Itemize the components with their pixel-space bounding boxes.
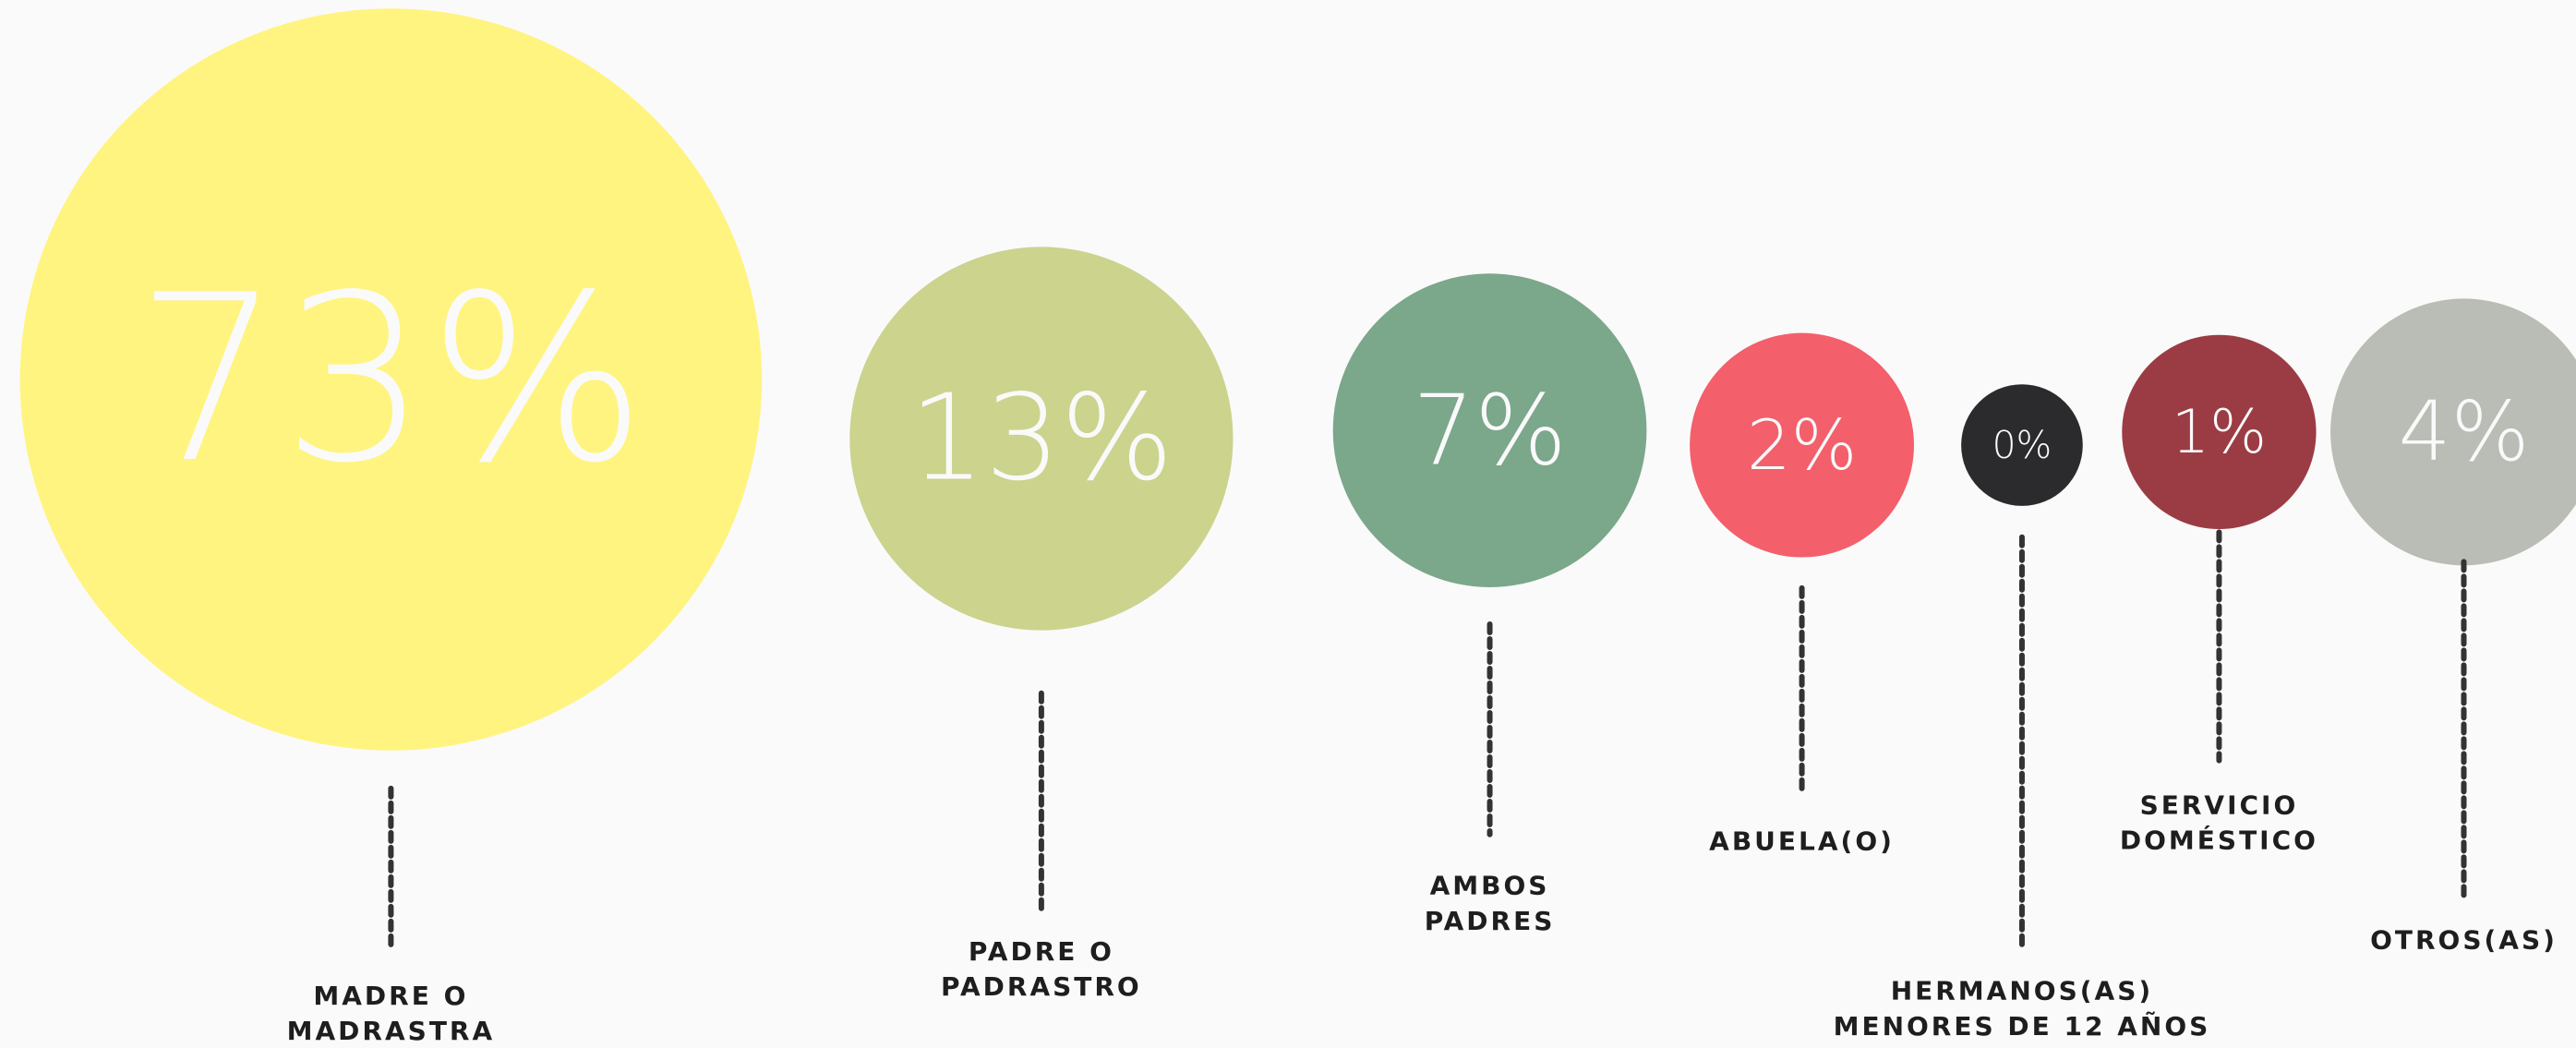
value-label: 73% [136,246,647,513]
bubble [1961,384,2083,506]
value-label: 7% [1413,374,1567,488]
category-label: MADRE O [313,981,468,1011]
bubble [1332,273,1647,587]
value-label: 4% [2398,384,2529,480]
category-label: OTROS(AS) [2370,924,2558,955]
bubble [2122,334,2317,530]
category-label: PADRES [1425,906,1556,936]
value-label: 0% [1992,423,2052,467]
bubble [19,8,763,751]
category-label: DOMÉSTICO [2120,825,2318,856]
bubble [1690,332,1914,558]
category-label: HERMANOS(AS) [1891,976,2154,1006]
bubble [2330,298,2576,566]
category-label: PADRASTRO [941,971,1142,1002]
category-label: AMBOS [1430,871,1550,901]
value-label: 13% [909,369,1174,507]
value-label: 1% [2172,397,2267,467]
category-label: SERVICIO [2140,789,2299,820]
category-label: PADRE O [969,936,1114,967]
bubble [849,247,1234,631]
category-label: MADRASTRA [287,1016,496,1046]
category-label: MENORES DE 12 AÑOS [1834,1010,2211,1042]
value-label: 2% [1747,404,1857,486]
category-label: ABUELA(O) [1709,826,1895,857]
